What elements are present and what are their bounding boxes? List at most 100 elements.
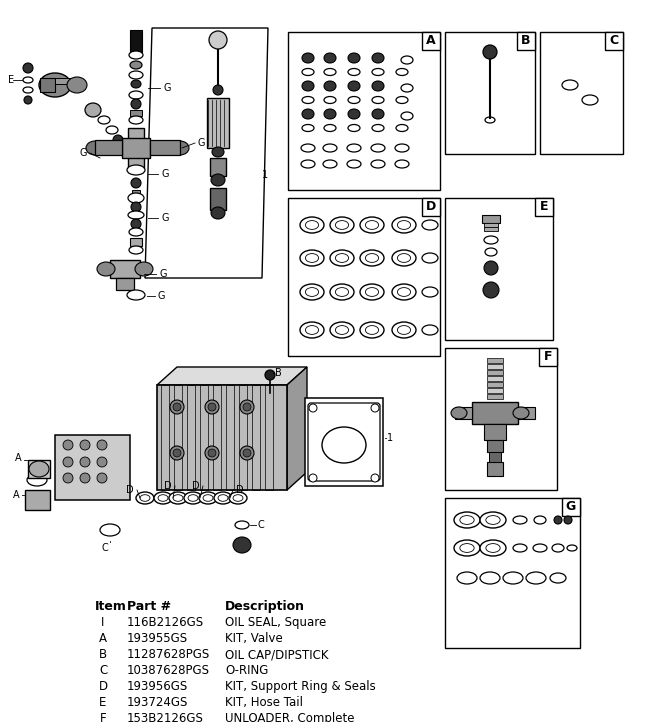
Ellipse shape bbox=[129, 228, 143, 236]
Bar bbox=[130, 110, 142, 116]
Polygon shape bbox=[157, 367, 307, 385]
Ellipse shape bbox=[131, 178, 141, 188]
Text: OIL CAP/DIPSTICK: OIL CAP/DIPSTICK bbox=[225, 648, 328, 661]
Text: UNLOADER, Complete: UNLOADER, Complete bbox=[225, 712, 355, 722]
Ellipse shape bbox=[306, 253, 319, 262]
Circle shape bbox=[371, 474, 379, 482]
Ellipse shape bbox=[128, 193, 144, 203]
Bar bbox=[226, 385, 234, 490]
Ellipse shape bbox=[483, 282, 499, 298]
Ellipse shape bbox=[154, 492, 172, 504]
Text: 11287628PGS: 11287628PGS bbox=[127, 648, 210, 661]
Ellipse shape bbox=[360, 250, 384, 266]
Ellipse shape bbox=[348, 69, 360, 76]
Ellipse shape bbox=[360, 322, 384, 338]
Bar bbox=[487, 364, 503, 369]
Bar bbox=[487, 376, 503, 381]
Ellipse shape bbox=[336, 253, 349, 262]
Text: G: G bbox=[158, 291, 165, 301]
Ellipse shape bbox=[372, 81, 384, 91]
Bar bbox=[518, 407, 535, 419]
Bar bbox=[110, 260, 140, 278]
Bar bbox=[487, 388, 503, 393]
Ellipse shape bbox=[336, 221, 349, 230]
Text: C: C bbox=[99, 664, 107, 677]
Ellipse shape bbox=[129, 246, 143, 254]
Text: 193724GS: 193724GS bbox=[127, 696, 188, 709]
Ellipse shape bbox=[392, 284, 416, 300]
Ellipse shape bbox=[347, 160, 361, 168]
Circle shape bbox=[173, 449, 181, 457]
Bar bbox=[132, 190, 140, 194]
Bar bbox=[487, 394, 503, 399]
Bar bbox=[207, 98, 229, 148]
Ellipse shape bbox=[395, 160, 409, 168]
Bar bbox=[487, 440, 503, 452]
Ellipse shape bbox=[422, 253, 438, 263]
Ellipse shape bbox=[392, 250, 416, 266]
Ellipse shape bbox=[366, 326, 379, 334]
Bar bbox=[210, 188, 226, 210]
Circle shape bbox=[208, 403, 216, 411]
Bar bbox=[539, 348, 557, 366]
Ellipse shape bbox=[480, 512, 506, 528]
Text: KIT, Hose Tail: KIT, Hose Tail bbox=[225, 696, 303, 709]
Ellipse shape bbox=[169, 492, 187, 504]
Ellipse shape bbox=[214, 492, 232, 504]
Text: B: B bbox=[99, 648, 107, 661]
Ellipse shape bbox=[554, 516, 562, 524]
Ellipse shape bbox=[135, 262, 153, 276]
Text: I: I bbox=[101, 616, 104, 629]
Text: C: C bbox=[609, 35, 618, 48]
Ellipse shape bbox=[348, 53, 360, 63]
Ellipse shape bbox=[218, 495, 228, 501]
Ellipse shape bbox=[372, 124, 384, 131]
Ellipse shape bbox=[98, 116, 110, 124]
Ellipse shape bbox=[235, 521, 249, 529]
Polygon shape bbox=[287, 367, 307, 490]
Bar bbox=[487, 358, 503, 363]
Ellipse shape bbox=[396, 124, 408, 131]
Ellipse shape bbox=[460, 544, 474, 552]
Circle shape bbox=[209, 31, 227, 49]
Bar bbox=[55, 78, 75, 84]
Ellipse shape bbox=[300, 322, 324, 338]
Ellipse shape bbox=[324, 53, 336, 63]
Ellipse shape bbox=[398, 326, 411, 334]
Bar bbox=[540, 32, 623, 154]
Ellipse shape bbox=[401, 112, 413, 120]
Ellipse shape bbox=[212, 147, 224, 157]
Ellipse shape bbox=[322, 427, 366, 463]
Text: A: A bbox=[13, 490, 20, 500]
Ellipse shape bbox=[392, 322, 416, 338]
Circle shape bbox=[371, 404, 379, 412]
Ellipse shape bbox=[127, 290, 145, 300]
Ellipse shape bbox=[396, 69, 408, 76]
Bar bbox=[55, 435, 130, 500]
Ellipse shape bbox=[106, 126, 118, 134]
Text: 1: 1 bbox=[262, 170, 268, 180]
Circle shape bbox=[63, 457, 73, 467]
Ellipse shape bbox=[330, 322, 354, 338]
Text: 1: 1 bbox=[387, 433, 393, 443]
Text: G: G bbox=[198, 138, 206, 148]
Ellipse shape bbox=[372, 97, 384, 103]
Polygon shape bbox=[145, 28, 268, 278]
Text: G: G bbox=[163, 83, 170, 93]
Text: G: G bbox=[80, 148, 87, 158]
Ellipse shape bbox=[113, 135, 123, 145]
Bar bbox=[174, 385, 182, 490]
Ellipse shape bbox=[372, 53, 384, 63]
Ellipse shape bbox=[533, 544, 547, 552]
Ellipse shape bbox=[131, 219, 141, 229]
Circle shape bbox=[240, 400, 254, 414]
Circle shape bbox=[309, 474, 317, 482]
Ellipse shape bbox=[484, 261, 498, 275]
Ellipse shape bbox=[129, 51, 143, 59]
Ellipse shape bbox=[23, 77, 33, 83]
Ellipse shape bbox=[398, 287, 411, 297]
Ellipse shape bbox=[171, 141, 189, 155]
Ellipse shape bbox=[330, 250, 354, 266]
Ellipse shape bbox=[398, 221, 411, 230]
Circle shape bbox=[243, 403, 251, 411]
